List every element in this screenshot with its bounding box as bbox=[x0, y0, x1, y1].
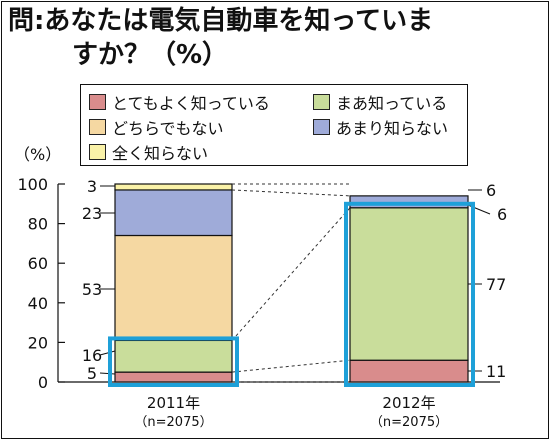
x-category-sample: （n=2075） bbox=[370, 415, 448, 430]
x-category-label: 2012年 bbox=[382, 394, 435, 412]
chart-title: 問:あなたは電気自動車を知っていま すか？（%） bbox=[8, 4, 548, 72]
legend-label: とてもよく知っている bbox=[112, 94, 270, 113]
legend-swatch bbox=[89, 94, 106, 110]
highlight-box-2012 bbox=[344, 201, 475, 387]
data-label-2011: 5 bbox=[87, 364, 97, 383]
y-tick-label: 0 bbox=[38, 373, 48, 392]
bar-segment-0-4 bbox=[114, 183, 233, 191]
legend-item-not-well-known: あまり知らない bbox=[313, 116, 448, 138]
data-label-2012: 11 bbox=[486, 362, 506, 381]
x-category-label: 2011年 bbox=[147, 394, 200, 412]
legend-item-neutral: どちらでもない bbox=[89, 116, 224, 138]
legend-item-very-well-known: とてもよく知っている bbox=[89, 91, 270, 113]
x-category-sample: （n=2075） bbox=[134, 415, 212, 430]
data-label-2011: 3 bbox=[87, 177, 97, 196]
title-line-2: すか？（%） bbox=[72, 40, 229, 70]
legend-item-not-known-at-all: 全く知らない bbox=[89, 141, 208, 163]
data-label-leader bbox=[99, 350, 116, 356]
y-tick-label: 60 bbox=[28, 254, 48, 273]
bar-segment-0-3 bbox=[114, 189, 233, 237]
legend-swatch bbox=[89, 119, 106, 135]
legend-label: まあ知っている bbox=[336, 94, 448, 113]
legend-swatch bbox=[89, 144, 106, 160]
legend-item-somewhat-known: まあ知っている bbox=[313, 91, 447, 113]
data-label-leader bbox=[99, 372, 116, 375]
legend-label: どちらでもない bbox=[112, 119, 224, 138]
data-label-2011: 23 bbox=[82, 204, 102, 223]
y-tick-label: 100 bbox=[17, 175, 48, 194]
highlight-box-2011 bbox=[108, 336, 239, 388]
y-tick-label: 80 bbox=[28, 215, 48, 234]
bar-segment-1-1 bbox=[349, 207, 469, 361]
y-tick-label: 40 bbox=[28, 294, 48, 313]
legend-label: あまり知らない bbox=[336, 119, 449, 138]
bar-segment-0-0 bbox=[114, 371, 233, 383]
connector-line bbox=[231, 207, 351, 341]
legend-swatch bbox=[313, 94, 330, 110]
legend-swatch bbox=[313, 119, 330, 135]
data-label-2011: 53 bbox=[82, 280, 102, 299]
title-line-1: 問:あなたは電気自動車を知っていま bbox=[8, 6, 434, 36]
y-axis-unit-label: （%） bbox=[14, 145, 61, 164]
data-label-extra: 6 bbox=[497, 205, 507, 224]
data-label-2012: 77 bbox=[486, 275, 506, 294]
bar-segment-0-2 bbox=[114, 234, 233, 342]
data-label-2011: 16 bbox=[82, 346, 102, 365]
bar-segment-0-1 bbox=[114, 339, 233, 373]
connector-line bbox=[231, 359, 351, 373]
y-tick-label: 20 bbox=[28, 333, 48, 352]
legend-label: 全く知らない bbox=[112, 144, 209, 163]
bar-segment-1-0 bbox=[349, 359, 469, 383]
data-label-2012: 6 bbox=[486, 181, 496, 200]
legend: とてもよく知っている まあ知っている どちらでもない あまり知らない 全く知らな… bbox=[80, 84, 468, 166]
connector-line bbox=[231, 189, 351, 197]
